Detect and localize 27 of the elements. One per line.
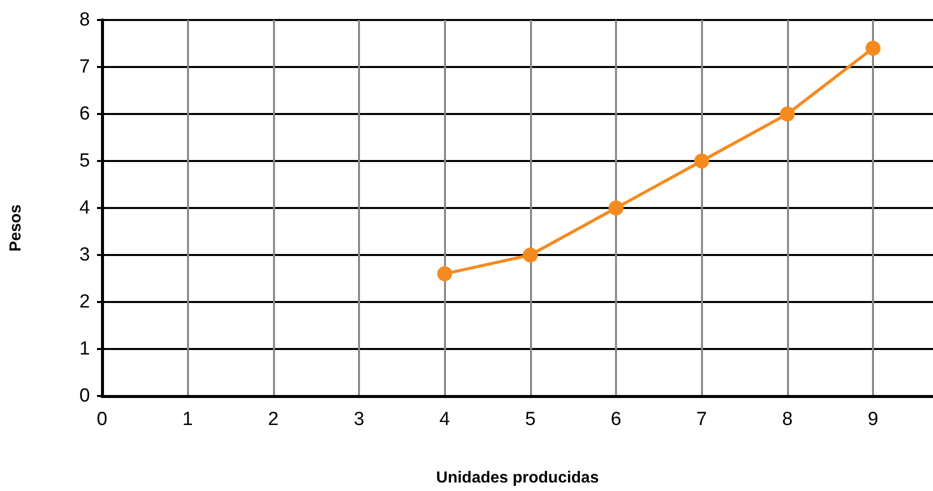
x-tick-label: 2 <box>268 409 279 430</box>
y-tick-label: 8 <box>79 10 90 30</box>
y-tick-label: 1 <box>79 338 90 360</box>
x-tick-label: 1 <box>182 409 193 430</box>
y-tick-label: 4 <box>79 198 90 218</box>
x-tick-label: 0 <box>96 409 108 430</box>
point <box>694 154 710 168</box>
y-axis-title: Pesos <box>8 204 24 252</box>
point <box>866 40 881 56</box>
x-tick-label: 8 <box>782 409 793 430</box>
y-tick-label: 0 <box>79 386 90 406</box>
x-tick-label: 3 <box>354 409 364 430</box>
x-axis-title: Unidades producidas <box>436 470 599 486</box>
y-tick-label: 3 <box>79 244 90 266</box>
point <box>608 200 624 216</box>
y-tick-label: 2 <box>79 292 90 312</box>
point <box>522 248 538 262</box>
x-tick-label: 9 <box>868 409 878 430</box>
point <box>780 106 795 122</box>
x-tick-label: 4 <box>439 409 450 430</box>
y-tick-label: 5 <box>79 150 90 172</box>
x-tick-label: 7 <box>696 409 707 430</box>
x-tick-label: 5 <box>525 409 536 430</box>
point <box>437 266 452 282</box>
x-tick-label: 6 <box>610 409 622 430</box>
y-tick-label: 6 <box>79 104 90 124</box>
y-tick-label: 7 <box>79 56 90 78</box>
